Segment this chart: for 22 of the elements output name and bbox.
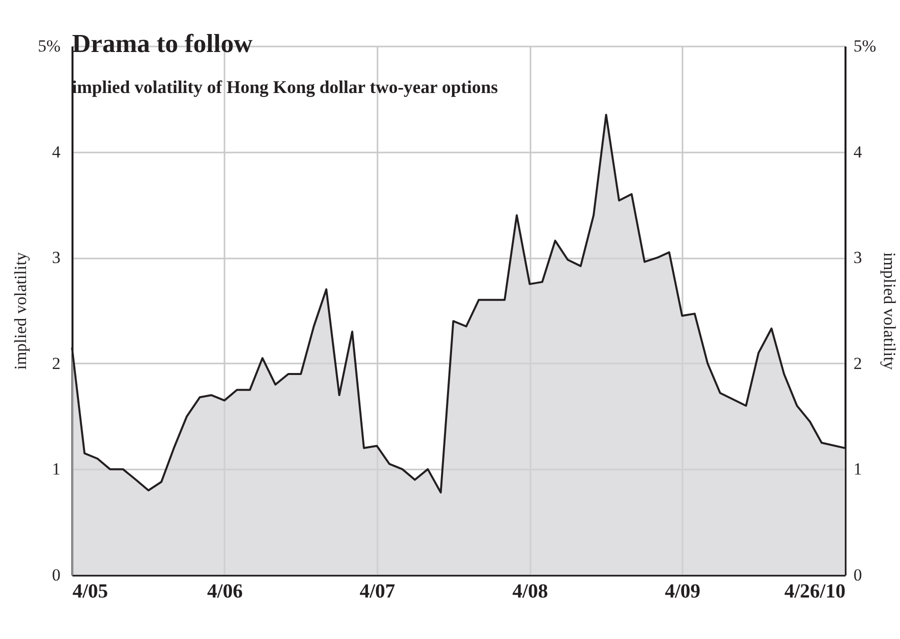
chart-title: Drama to follow <box>72 29 253 58</box>
x-tick-label: 4/08 <box>512 580 548 602</box>
x-tick-label: 4/07 <box>360 580 396 602</box>
y-tick-label: 5% <box>38 36 60 56</box>
y-tick-label: 3 <box>52 248 60 268</box>
x-tick-label: 4/06 <box>207 580 243 602</box>
y2-tick-label: 3 <box>854 248 862 268</box>
y2-tick-label: 2 <box>854 354 862 373</box>
x-tick-label: 4/09 <box>664 580 700 602</box>
y2-tick-label: 1 <box>854 460 862 479</box>
y2-axis-title: implied volatility <box>880 252 900 370</box>
y-tick-label: 0 <box>52 566 60 584</box>
y2-tick-label: 0 <box>854 566 862 584</box>
y-tick-label: 1 <box>52 460 60 479</box>
y2-tick-label: 4 <box>854 142 862 162</box>
y-tick-label: 4 <box>52 142 61 162</box>
x-tick-label: 4/26/10 <box>784 580 846 602</box>
text: implied volatility of Hong Kong dollar two-year options <box>72 77 498 97</box>
y2-tick-label: 5% <box>854 36 876 56</box>
x-tick-label: 4/05 <box>72 580 108 602</box>
y-axis-title: implied volatility <box>10 252 30 370</box>
y-tick-label: 2 <box>52 354 60 373</box>
